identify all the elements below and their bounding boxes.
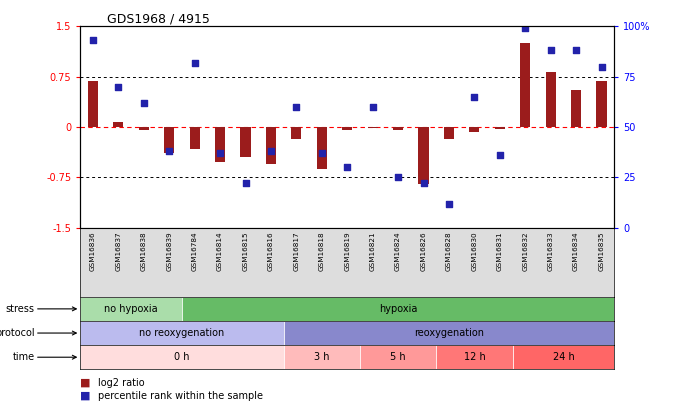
Text: 5 h: 5 h [390, 352, 406, 362]
Text: protocol: protocol [0, 328, 76, 338]
Bar [368, 127, 378, 128]
Point [240, 180, 251, 187]
Text: GSM16815: GSM16815 [242, 231, 248, 271]
Bar [182, 297, 614, 321]
Point [443, 200, 454, 207]
Bar [80, 297, 182, 321]
Text: GSM16833: GSM16833 [548, 231, 554, 271]
Bar [291, 127, 302, 139]
Text: reoxygenation: reoxygenation [414, 328, 484, 338]
Text: GSM16817: GSM16817 [293, 231, 299, 271]
Text: GSM16784: GSM16784 [192, 231, 198, 271]
Point [392, 174, 403, 181]
Bar [360, 345, 436, 369]
Point [113, 83, 124, 90]
Text: GSM16839: GSM16839 [166, 231, 172, 271]
Bar [139, 127, 149, 130]
Text: GSM16837: GSM16837 [115, 231, 121, 271]
Text: GDS1968 / 4915: GDS1968 / 4915 [107, 12, 210, 25]
Point [214, 150, 225, 156]
Point [469, 94, 480, 100]
Bar [495, 127, 505, 129]
Text: GSM16835: GSM16835 [598, 231, 604, 271]
Text: GSM16814: GSM16814 [217, 231, 223, 271]
Text: ■: ■ [80, 378, 91, 388]
Point [316, 150, 327, 156]
Text: stress: stress [6, 304, 76, 314]
Bar [393, 127, 403, 130]
Text: GSM16828: GSM16828 [446, 231, 452, 271]
Point [545, 47, 556, 54]
Point [519, 25, 530, 32]
Bar [80, 345, 283, 369]
Bar [88, 81, 98, 127]
Text: hypoxia: hypoxia [379, 304, 417, 314]
Bar [520, 43, 530, 127]
Text: GSM16834: GSM16834 [573, 231, 579, 271]
Point [291, 104, 302, 110]
Point [189, 60, 200, 66]
Bar [436, 345, 512, 369]
Text: log2 ratio: log2 ratio [98, 378, 144, 388]
Point [138, 100, 149, 106]
Text: GSM16838: GSM16838 [141, 231, 147, 271]
Bar [283, 321, 614, 345]
Bar [469, 127, 480, 132]
Text: 12 h: 12 h [463, 352, 485, 362]
Point [596, 63, 607, 70]
Text: time: time [13, 352, 76, 362]
Bar [215, 127, 225, 162]
Bar [419, 127, 429, 184]
Point [418, 180, 429, 187]
Text: percentile rank within the sample: percentile rank within the sample [98, 391, 262, 401]
Text: GSM16826: GSM16826 [420, 231, 426, 271]
Point [87, 37, 98, 44]
Text: 0 h: 0 h [174, 352, 190, 362]
Point [367, 104, 378, 110]
Text: no hypoxia: no hypoxia [104, 304, 158, 314]
Bar [546, 72, 556, 127]
Bar [596, 81, 607, 127]
Text: no reoxygenation: no reoxygenation [140, 328, 225, 338]
Text: GSM16816: GSM16816 [268, 231, 274, 271]
Point [494, 152, 505, 158]
Bar [266, 127, 276, 164]
Text: 24 h: 24 h [553, 352, 574, 362]
Text: GSM16836: GSM16836 [90, 231, 96, 271]
Bar [190, 127, 200, 149]
Bar [444, 127, 454, 139]
Point [163, 148, 174, 154]
Bar [283, 345, 360, 369]
Text: GSM16831: GSM16831 [497, 231, 503, 271]
Bar [317, 127, 327, 168]
Point [265, 148, 276, 154]
Text: GSM16832: GSM16832 [522, 231, 528, 271]
Bar [113, 122, 124, 127]
Bar [571, 90, 581, 127]
Bar [80, 321, 283, 345]
Bar [240, 127, 251, 157]
Bar [164, 127, 174, 153]
Text: GSM16830: GSM16830 [471, 231, 477, 271]
Text: GSM16821: GSM16821 [370, 231, 376, 271]
Point [342, 164, 352, 171]
Text: ■: ■ [80, 391, 91, 401]
Bar [512, 345, 614, 369]
Text: GSM16824: GSM16824 [395, 231, 401, 271]
Text: GSM16818: GSM16818 [319, 231, 325, 271]
Text: GSM16819: GSM16819 [344, 231, 350, 271]
Point [570, 47, 581, 54]
Text: 3 h: 3 h [314, 352, 329, 362]
Bar [342, 127, 352, 130]
